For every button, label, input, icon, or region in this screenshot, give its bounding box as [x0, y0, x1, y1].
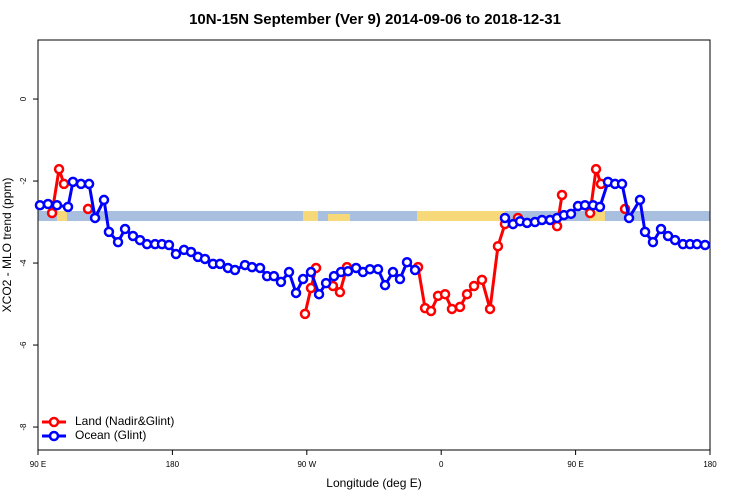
y-tick-label: -6	[19, 341, 28, 349]
data-point	[229, 264, 241, 276]
data-point	[387, 266, 399, 278]
data-point	[275, 276, 287, 288]
data-point	[379, 279, 391, 291]
x-tick-label: 180	[703, 460, 717, 469]
data-point	[42, 198, 54, 210]
data-point	[565, 208, 577, 220]
data-point	[305, 282, 317, 294]
data-point	[98, 194, 110, 206]
data-point	[425, 305, 437, 317]
data-point	[623, 212, 635, 224]
y-tick-label: 0	[19, 96, 28, 101]
data-point	[83, 178, 95, 190]
data-point	[199, 253, 211, 265]
data-point	[119, 223, 131, 235]
data-point	[556, 189, 568, 201]
data-point	[58, 178, 70, 190]
data-point	[461, 288, 473, 300]
data-point	[409, 264, 421, 276]
legend-marker	[48, 416, 60, 428]
land-patch	[57, 211, 67, 221]
legend-label: Land (Nadir&Glint)	[75, 414, 174, 428]
land-patch	[590, 211, 605, 221]
data-point	[551, 220, 563, 232]
data-point	[103, 226, 115, 238]
data-point	[499, 212, 511, 224]
data-point	[170, 248, 182, 260]
data-point	[536, 214, 548, 226]
data-point	[579, 199, 591, 211]
data-point	[590, 163, 602, 175]
data-point	[51, 199, 63, 211]
chart-title: 10N-15N September (Ver 9) 2014-09-06 to …	[189, 11, 561, 28]
data-point	[290, 287, 302, 299]
data-point	[446, 303, 458, 315]
x-tick-label: 90 E	[30, 460, 46, 469]
data-point	[299, 308, 311, 320]
data-point	[699, 239, 711, 251]
data-point	[89, 212, 101, 224]
data-point	[214, 258, 226, 270]
data-point	[639, 226, 651, 238]
data-point	[112, 236, 124, 248]
legend-label: Ocean (Glint)	[75, 428, 146, 442]
y-tick-label: -2	[19, 177, 28, 185]
y-tick-label: -8	[19, 423, 28, 431]
data-point	[82, 203, 94, 215]
data-point	[634, 194, 646, 206]
x-tick-label: 180	[166, 460, 180, 469]
data-point	[372, 263, 384, 275]
data-point	[616, 178, 628, 190]
data-point	[647, 236, 659, 248]
data-point	[53, 163, 65, 175]
data-point	[320, 277, 332, 289]
data-point	[492, 240, 504, 252]
data-point	[484, 303, 496, 315]
data-point	[268, 270, 280, 282]
data-point	[476, 274, 488, 286]
data-point	[185, 246, 197, 258]
data-point	[313, 288, 325, 300]
data-point	[141, 238, 153, 250]
data-point	[691, 238, 703, 250]
data-point	[75, 178, 87, 190]
x-axis-label: Longitude (deg E)	[326, 476, 421, 490]
data-point	[669, 234, 681, 246]
land-patch	[417, 211, 505, 221]
data-point	[305, 266, 317, 278]
data-point	[46, 207, 58, 219]
ocean-band	[38, 211, 710, 221]
data-point	[246, 261, 258, 273]
x-tick-label: 90 E	[567, 460, 583, 469]
data-point	[342, 265, 354, 277]
data-point	[364, 263, 376, 275]
legend-marker	[48, 430, 60, 442]
data-point	[283, 266, 295, 278]
data-point	[163, 239, 175, 251]
y-tick-label: -4	[19, 259, 28, 267]
data-point	[334, 286, 346, 298]
data-point	[655, 223, 667, 235]
data-point	[439, 288, 451, 300]
data-point	[454, 301, 466, 313]
data-point	[394, 273, 406, 285]
data-point	[62, 201, 74, 213]
data-point	[468, 280, 480, 292]
land-patch	[303, 211, 318, 221]
land-band	[57, 211, 605, 221]
data-point	[401, 256, 413, 268]
data-point	[297, 273, 309, 285]
x-tick-label: 0	[439, 460, 444, 469]
land-patch	[328, 214, 350, 221]
data-point	[594, 201, 606, 213]
data-point	[34, 199, 46, 211]
y-axis-label: XCO2 - MLO trend (ppm)	[0, 178, 14, 313]
x-tick-label: 90 W	[297, 460, 316, 469]
data-point	[254, 262, 266, 274]
data-point	[67, 176, 79, 188]
